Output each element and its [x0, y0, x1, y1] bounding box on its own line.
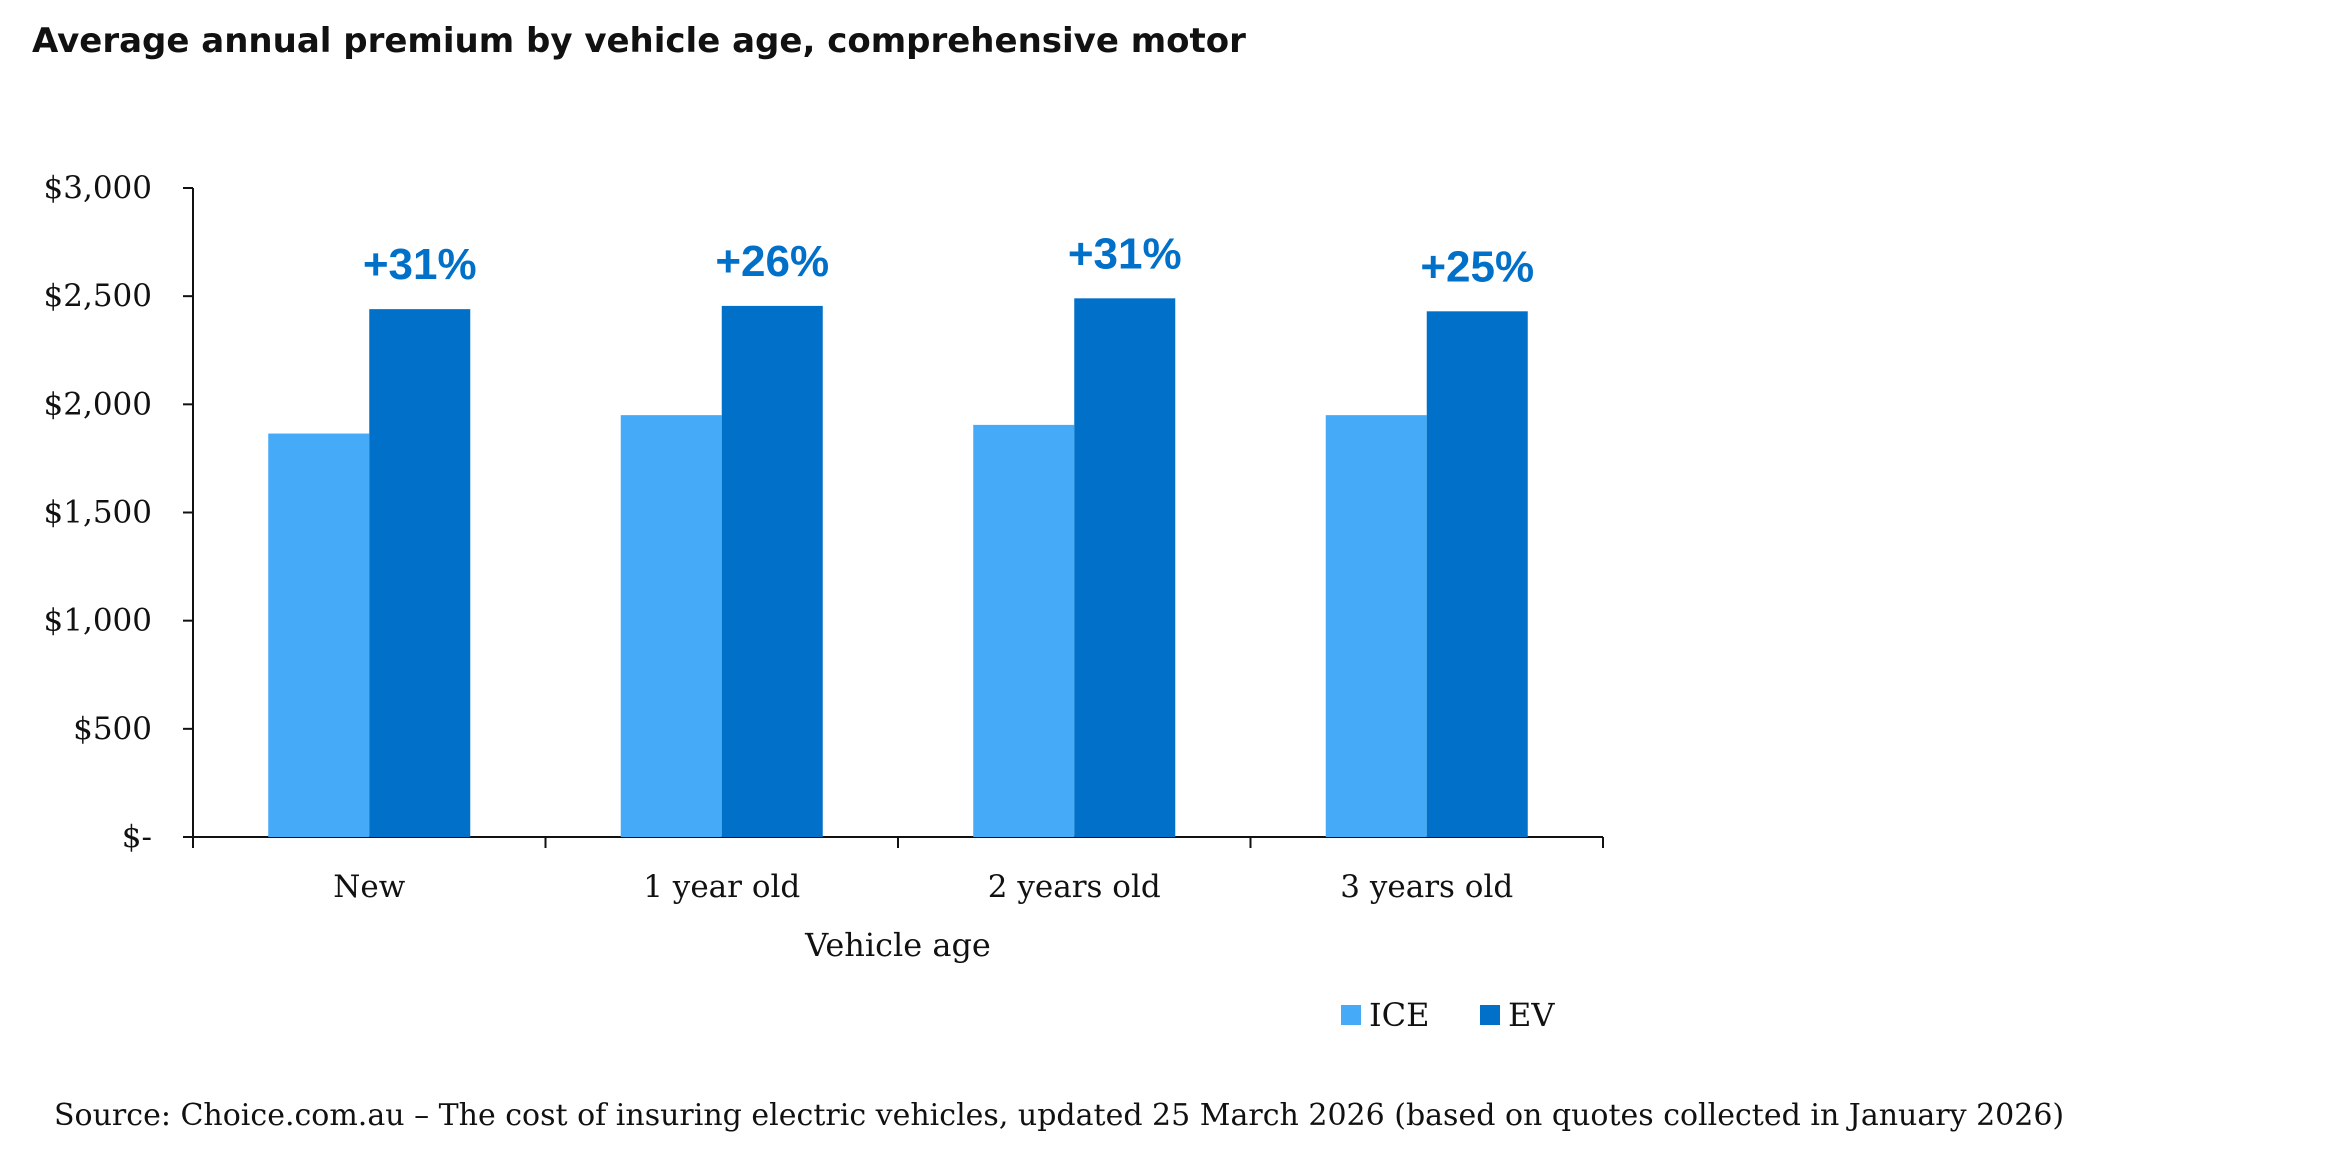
y-axis: $- $500 $1,000 $1,500 $2,000 $2,500 $3,000	[44, 170, 194, 855]
x-axis	[192, 836, 1604, 848]
legend-swatch-ice	[1341, 1005, 1361, 1025]
bars	[268, 298, 1528, 838]
y-tick-label: $-	[122, 819, 152, 855]
change-annotations: +31% +26% +31% +25%	[363, 229, 1534, 291]
legend-label-ev: EV	[1508, 996, 1555, 1034]
source-note: Source: Choice.com.au – The cost of insu…	[54, 1098, 2064, 1133]
x-tick-label: 1 year old	[643, 869, 800, 905]
bar-ice-0	[268, 433, 370, 837]
y-tick-label: $3,000	[44, 170, 152, 206]
change-annotation: +26%	[715, 237, 829, 286]
bar-ev-3	[1426, 311, 1528, 837]
chart-title: Average annual premium by vehicle age, c…	[32, 21, 1246, 61]
change-annotation: +25%	[1420, 242, 1534, 291]
bar-ev-2	[1074, 298, 1176, 838]
y-tick-label: $500	[73, 711, 152, 747]
bar-ice-1	[620, 415, 722, 837]
x-tick-label: 2 years old	[988, 869, 1161, 905]
legend-label-ice: ICE	[1369, 996, 1429, 1034]
bar-ev-0	[369, 309, 471, 837]
legend: ICE EV	[1341, 996, 1555, 1034]
bar-ice-2	[973, 424, 1075, 837]
bar-ev-1	[721, 305, 823, 837]
y-tick-label: $2,000	[44, 386, 152, 422]
x-tick-label: New	[333, 869, 405, 905]
legend-swatch-ev	[1480, 1005, 1500, 1025]
x-tick-labels: New 1 year old 2 years old 3 years old	[333, 869, 1513, 905]
change-annotation: +31%	[1068, 229, 1182, 278]
bar-ice-3	[1325, 415, 1427, 837]
change-annotation: +31%	[363, 240, 477, 289]
x-axis-title: Vehicle age	[804, 926, 991, 964]
y-tick-label: $2,500	[44, 278, 152, 314]
y-tick-label: $1,500	[44, 495, 152, 531]
y-tick-label: $1,000	[44, 603, 152, 639]
x-tick-label: 3 years old	[1340, 869, 1513, 905]
